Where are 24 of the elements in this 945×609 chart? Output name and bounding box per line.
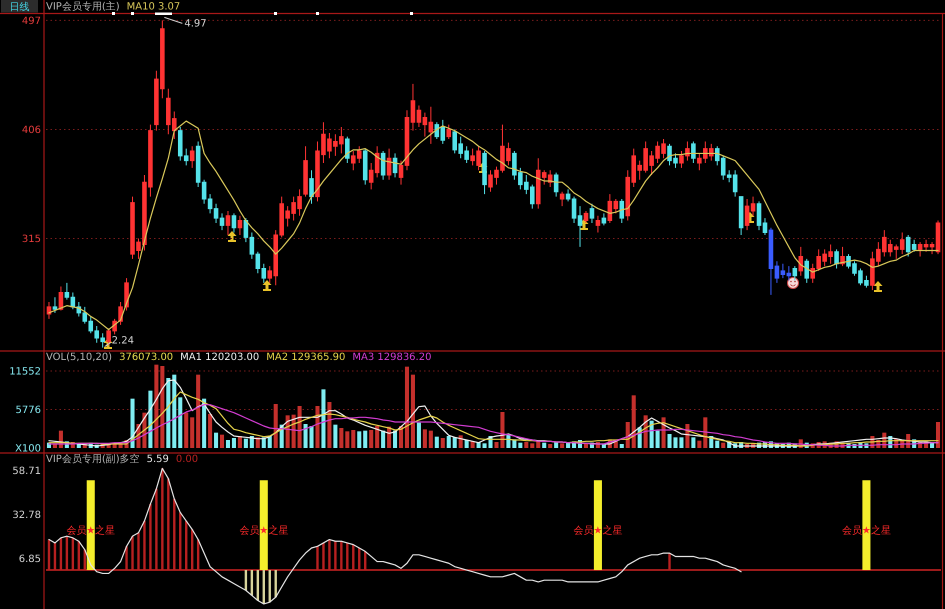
chart-title: VOL(5,10,20) [46,352,112,363]
annotation: 4.97 [184,18,207,30]
series-label: 0.00 [176,454,198,465]
y-tick-label: X100 [15,444,41,454]
y-tick-label: 315 [22,234,41,246]
text: MA3 129836.20 [352,352,432,363]
note: 2.24 [104,336,134,348]
y-tick-label: 58.71 [12,466,41,478]
y-tick-label: 6.85 [18,554,41,565]
annotation: 376073.00 [119,352,174,363]
y-tick-label: 11552 [9,366,41,378]
y-tick-label: 32.78 [12,510,41,521]
series-label: 5.59 [146,454,169,465]
chart-subtitle: VIP会员专用(主) [46,0,120,12]
chart-title: 日线 [10,1,30,13]
annotation: 2.24 [112,336,134,347]
text: MA2 129365.90 [266,352,346,363]
y-tick-label: 406 [22,124,41,136]
note: 4.97 [164,16,207,30]
text: MA10 3.07 [126,2,180,12]
y-tick-label: 5776 [16,404,41,416]
series-label: MA1 120203.00 [180,352,260,363]
chart-title: VIP会员专用(副)多空 [46,453,140,465]
y-tick-label: 497 [22,16,41,27]
